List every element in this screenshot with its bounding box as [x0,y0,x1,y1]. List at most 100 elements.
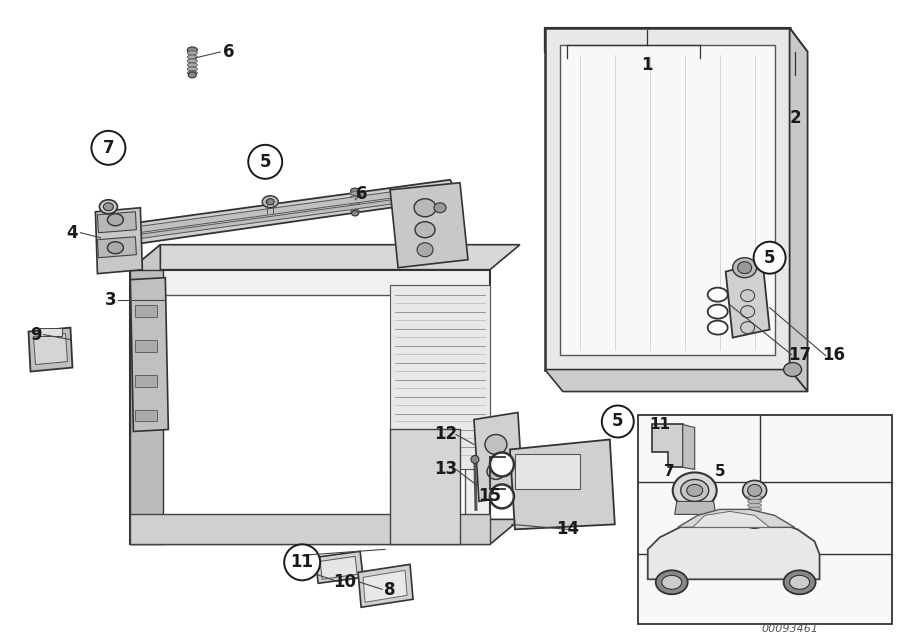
Ellipse shape [351,196,360,199]
Polygon shape [29,327,73,371]
Ellipse shape [351,199,360,203]
Ellipse shape [745,520,763,528]
Text: 5: 5 [764,248,776,267]
Ellipse shape [187,63,197,67]
Polygon shape [652,424,683,468]
Ellipse shape [351,210,360,213]
Polygon shape [544,28,807,52]
Text: 10: 10 [334,573,356,591]
Polygon shape [544,369,807,392]
Polygon shape [683,424,695,469]
Polygon shape [315,552,363,583]
Circle shape [248,145,283,179]
Polygon shape [725,262,770,338]
Ellipse shape [351,206,360,210]
Bar [40,327,62,336]
Bar [135,340,158,352]
Polygon shape [130,278,168,431]
Polygon shape [130,245,160,545]
Text: 5: 5 [715,464,725,479]
Polygon shape [130,519,520,545]
Ellipse shape [748,495,761,499]
Ellipse shape [485,434,507,454]
Polygon shape [789,28,807,392]
Ellipse shape [107,214,123,225]
Ellipse shape [748,503,761,508]
Polygon shape [390,183,468,268]
Text: 1: 1 [641,56,652,74]
Text: 11: 11 [649,417,670,432]
Polygon shape [130,269,163,545]
Ellipse shape [789,575,810,589]
Ellipse shape [266,199,274,204]
Polygon shape [158,295,465,529]
Ellipse shape [351,188,360,194]
Ellipse shape [741,290,754,302]
Text: 17: 17 [788,346,811,364]
Ellipse shape [187,71,197,75]
Ellipse shape [352,211,359,216]
Polygon shape [101,184,452,238]
Text: 3: 3 [104,290,116,309]
Ellipse shape [742,480,767,501]
Polygon shape [544,28,789,369]
Ellipse shape [434,203,446,213]
Ellipse shape [748,484,761,496]
Ellipse shape [490,452,514,476]
Ellipse shape [741,322,754,334]
Text: 6: 6 [222,43,234,61]
Ellipse shape [187,47,197,53]
Ellipse shape [187,51,197,55]
Polygon shape [390,285,490,469]
Ellipse shape [784,570,815,594]
Text: 7: 7 [664,464,675,479]
Polygon shape [510,440,615,529]
Text: 8: 8 [384,582,396,599]
Ellipse shape [741,306,754,318]
Ellipse shape [738,262,752,274]
Ellipse shape [188,72,196,78]
Circle shape [92,131,125,165]
Ellipse shape [707,288,728,302]
Text: 2: 2 [790,109,801,127]
Text: 7: 7 [103,139,114,157]
Text: 15: 15 [479,487,501,505]
Ellipse shape [672,473,716,508]
Ellipse shape [99,200,117,214]
Ellipse shape [414,199,436,217]
Ellipse shape [487,464,505,480]
Text: 5: 5 [612,413,624,431]
Polygon shape [358,564,413,607]
Ellipse shape [262,196,278,208]
Text: 12: 12 [435,426,457,443]
Polygon shape [648,519,820,579]
Polygon shape [130,515,490,545]
Ellipse shape [351,192,360,196]
Ellipse shape [656,570,688,594]
Circle shape [753,241,786,274]
Circle shape [284,545,320,580]
Polygon shape [693,512,770,527]
Polygon shape [363,570,407,602]
Ellipse shape [748,499,761,504]
Ellipse shape [707,320,728,334]
Polygon shape [390,429,460,545]
Ellipse shape [680,480,708,501]
Ellipse shape [187,55,197,59]
Ellipse shape [784,362,802,376]
Ellipse shape [748,507,761,512]
Ellipse shape [187,67,197,71]
Ellipse shape [662,575,681,589]
Text: 5: 5 [259,153,271,171]
Circle shape [602,406,634,438]
Text: 4: 4 [67,224,78,241]
Ellipse shape [707,304,728,318]
Text: 13: 13 [435,461,457,478]
Ellipse shape [187,59,197,63]
Polygon shape [675,501,716,515]
Bar [638,415,893,624]
Polygon shape [678,510,795,527]
Text: 11: 11 [291,554,314,571]
Polygon shape [130,269,490,545]
Bar [135,304,158,317]
